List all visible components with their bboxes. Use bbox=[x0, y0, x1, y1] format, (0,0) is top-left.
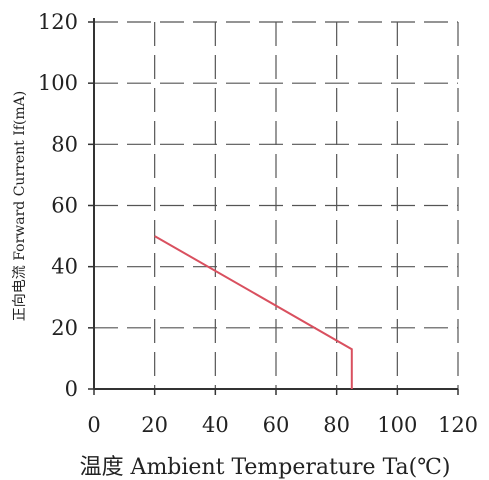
y-tick-labels: 0 20 40 60 80 100 120 bbox=[38, 10, 78, 401]
x-tick-label-20: 20 bbox=[141, 413, 168, 437]
series-layer bbox=[154, 235, 353, 389]
y-axis-title: 正向电流 Forward Current If(mA) bbox=[12, 91, 28, 321]
x-tick-label-40: 40 bbox=[202, 413, 229, 437]
x-tick-label-120: 120 bbox=[438, 413, 478, 437]
x-tick-labels: 0 20 40 60 80 100 120 bbox=[87, 413, 478, 437]
y-tick-label-40: 40 bbox=[51, 255, 78, 279]
x-tick-label-80: 80 bbox=[323, 413, 350, 437]
x-tick-label-0: 0 bbox=[87, 413, 100, 437]
x-tick-label-60: 60 bbox=[263, 413, 290, 437]
y-tick-label-80: 80 bbox=[51, 132, 78, 156]
x-axis-title: 温度 Ambient Temperature Ta(℃) bbox=[80, 455, 451, 480]
y-tick-label-0: 0 bbox=[65, 377, 78, 401]
y-tick-label-60: 60 bbox=[51, 194, 78, 218]
x-tick-label-100: 100 bbox=[377, 413, 417, 437]
grid-lines bbox=[94, 21, 459, 389]
y-tick-label-100: 100 bbox=[38, 71, 78, 95]
series-line-0 bbox=[154, 235, 353, 389]
axes bbox=[88, 18, 459, 395]
y-tick-label-120: 120 bbox=[38, 10, 78, 34]
y-tick-label-20: 20 bbox=[51, 316, 78, 340]
